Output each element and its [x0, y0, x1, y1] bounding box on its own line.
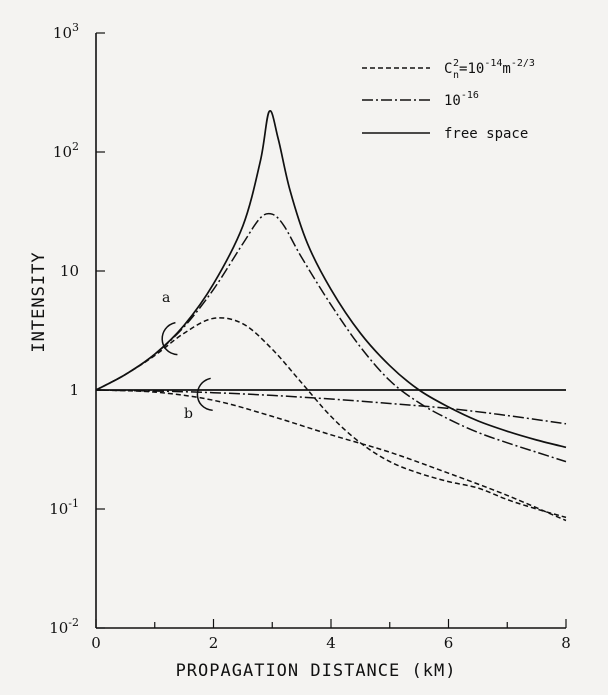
- annotation-a-bracket: [161, 321, 178, 356]
- series-a-dashdot-line: [95, 212, 567, 463]
- axes: [95, 33, 566, 629]
- annotation-b-bracket: [196, 377, 213, 412]
- y-tick-label: 10-1: [49, 497, 79, 518]
- series-b-dashed-line: [95, 389, 567, 522]
- y-tick-label: 102: [53, 140, 79, 161]
- annotations: ab: [161, 290, 213, 422]
- annotation-a-label: a: [162, 290, 170, 306]
- axis-ticks: 0 2 4 6 8 10-2 10-1 1 10 102 103: [49, 21, 571, 652]
- series-a-solid-line: [95, 110, 567, 449]
- series-b-dashdot-line: [95, 389, 567, 425]
- series-a-dashed-line: [95, 317, 567, 519]
- x-tick-label: 8: [561, 634, 571, 652]
- legend-label-dashed: C2 n=10-14m-2/3: [444, 58, 535, 81]
- x-tick-label: 2: [209, 634, 219, 652]
- x-axis-label: PROPAGATION DISTANCE (kM): [176, 661, 457, 681]
- annotation-b-label: b: [184, 406, 193, 422]
- y-tick-label: 103: [53, 21, 79, 42]
- legend-label-dashdot: 10-16: [444, 90, 479, 109]
- y-tick-label: 10-2: [49, 616, 79, 637]
- series-lines: [95, 110, 567, 522]
- x-tick-label: 6: [444, 634, 454, 652]
- legend: C2 n=10-14m-2/3 10-16 free space: [362, 58, 535, 142]
- y-tick-label: 10: [60, 262, 79, 280]
- x-tick-label: 4: [326, 634, 336, 652]
- y-tick-label: 1: [69, 381, 79, 399]
- x-tick-label: 0: [91, 634, 101, 652]
- y-axis-label: INTENSITY: [29, 251, 49, 352]
- legend-label-solid: free space: [444, 126, 528, 142]
